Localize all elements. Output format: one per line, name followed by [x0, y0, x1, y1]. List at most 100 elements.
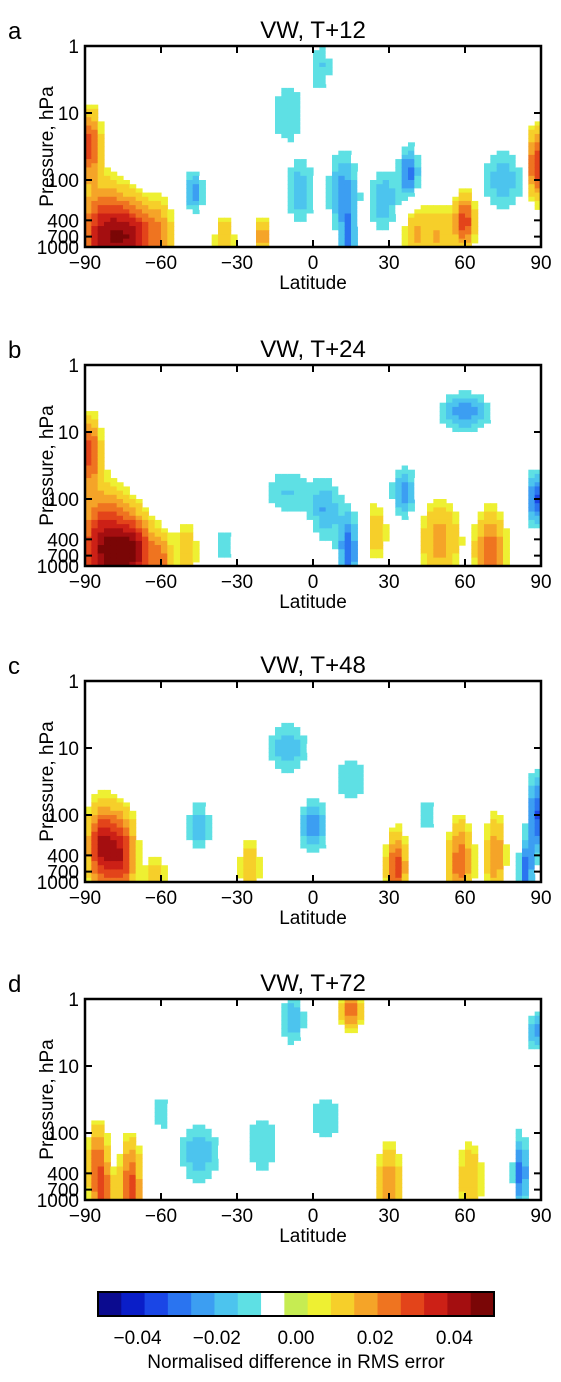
heatmap-cell [338, 557, 346, 563]
heatmap-cell [262, 1170, 270, 1176]
heatmap-cell [91, 810, 99, 816]
heatmap-cell [104, 835, 111, 841]
heatmap-cell [490, 200, 498, 206]
heatmap-cell [534, 171, 541, 177]
heatmap-cell [180, 1166, 187, 1172]
heatmap-cell [414, 230, 422, 236]
heatmap-cell [199, 806, 206, 812]
heatmap-cell [534, 831, 541, 837]
heatmap-cell [287, 503, 295, 508]
heatmap-cell [433, 532, 441, 538]
heatmap-cell [503, 536, 510, 542]
heatmap-cell [351, 205, 358, 210]
heatmap-cell [452, 432, 460, 437]
heatmap-cell [471, 217, 479, 223]
heatmap-cell [433, 819, 441, 824]
heatmap-cell [503, 171, 510, 177]
heatmap-cell [471, 848, 479, 854]
heatmap-cell [427, 802, 434, 808]
x-tick-label: −90 [69, 572, 101, 593]
heatmap-cell [85, 1153, 92, 1159]
heatmap-cell [332, 768, 339, 774]
heatmap-cell [186, 192, 194, 198]
heatmap-cell [452, 840, 460, 845]
heatmap-cell [401, 192, 409, 198]
heatmap-cell [123, 1179, 130, 1184]
heatmap-cell [458, 873, 466, 879]
heatmap-cell [287, 184, 295, 189]
heatmap-cell [408, 469, 415, 475]
heatmap-cell [218, 242, 225, 247]
heatmap-cell [528, 146, 536, 152]
heatmap-cell [287, 175, 295, 181]
heatmap-cell [452, 823, 460, 829]
heatmap-cell [167, 230, 175, 236]
heatmap-cell [287, 465, 295, 471]
heatmap-cell [332, 528, 339, 534]
heatmap-cell [319, 87, 327, 93]
heatmap-cell [218, 557, 225, 563]
heatmap-cell [357, 171, 365, 177]
heatmap-cell [262, 748, 270, 753]
heatmap-cell [186, 1170, 194, 1176]
heatmap-cell [325, 515, 333, 521]
heatmap-cell [452, 230, 460, 236]
heatmap-cell [401, 486, 409, 492]
heatmap-cell [104, 511, 111, 517]
heatmap-cell [123, 844, 130, 850]
heatmap-cell [534, 188, 541, 194]
heatmap-cell [294, 511, 301, 517]
heatmap-cell [97, 486, 105, 492]
heatmap-cell [420, 545, 428, 550]
heatmap-cell [332, 192, 339, 198]
heatmap-cell [452, 411, 460, 416]
heatmap-cell [287, 217, 295, 223]
heatmap-cell [484, 406, 491, 412]
heatmap-cell [363, 184, 371, 189]
heatmap-cell [91, 138, 99, 143]
heatmap-cell [129, 234, 137, 240]
heatmap-cell [446, 861, 453, 866]
heatmap-cell [338, 486, 346, 492]
heatmap-cell [319, 827, 327, 833]
heatmap-cell [382, 848, 390, 854]
heatmap-cell [528, 503, 536, 508]
heatmap-cell [395, 180, 403, 185]
heatmap-cell [91, 180, 99, 185]
heatmap-cell [522, 840, 529, 845]
heatmap-cell [382, 180, 390, 185]
heatmap-cell [243, 844, 251, 850]
heatmap-cell [351, 756, 358, 762]
heatmap-cell [116, 827, 124, 833]
heatmap-cell [123, 827, 130, 833]
heatmap-cell [91, 499, 99, 504]
heatmap-cell [294, 133, 301, 139]
heatmap-cell [427, 536, 434, 542]
heatmap-cell [420, 221, 428, 227]
heatmap-cell [294, 503, 301, 508]
heatmap-cell [471, 398, 479, 404]
heatmap-cell [97, 457, 105, 462]
heatmap-cell [496, 188, 504, 194]
heatmap-cell [300, 171, 308, 177]
heatmap-cell [332, 1099, 339, 1105]
heatmap-cell [104, 802, 111, 808]
heatmap-cell [294, 752, 301, 757]
x-tick-label: 0 [308, 1206, 319, 1227]
y-tick-label: 700 [47, 1181, 79, 1202]
heatmap-cell [249, 1153, 257, 1159]
heatmap-cell [300, 743, 308, 749]
heatmap-cell [515, 1137, 523, 1142]
heatmap-cell [97, 1158, 105, 1163]
heatmap-cell [344, 1015, 352, 1021]
heatmap-cell [129, 1162, 137, 1168]
heatmap-cell [319, 473, 327, 479]
heatmap-cell [97, 167, 105, 173]
heatmap-cell [97, 473, 105, 479]
heatmap-cell [363, 200, 371, 206]
heatmap-cell [490, 515, 498, 521]
y-tick-label: 1 [68, 672, 79, 693]
heatmap-cell [281, 748, 289, 753]
heatmap-cell [287, 756, 295, 762]
